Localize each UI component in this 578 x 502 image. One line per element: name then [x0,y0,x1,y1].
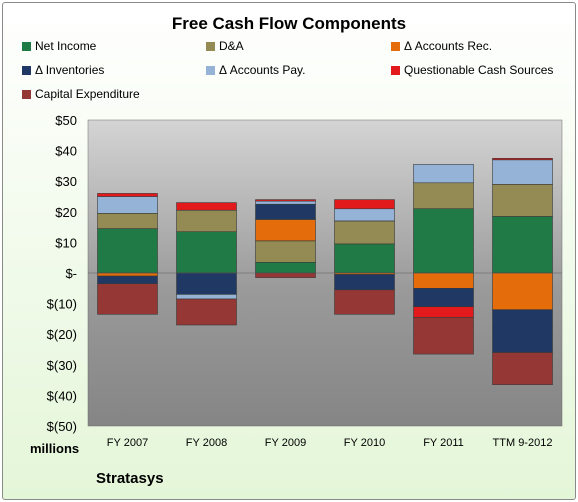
legend-label: Capital Expenditure [35,87,140,101]
company-label: Stratasys [96,470,164,487]
bar-segment [97,272,158,277]
x-tick-label: FY 2011 [423,437,464,449]
legend-label: Net Income [35,39,97,53]
legend-swatch [206,42,215,51]
legend-label: Δ Accounts Pay. [219,63,306,77]
legend-item: Capital Expenditure [22,87,140,101]
y-tick-label: $(10) [47,297,77,312]
bar-segment [334,289,395,315]
bar-segment [413,287,474,307]
bar-segment [334,199,395,210]
bar-segment [97,213,158,229]
x-tick-label: FY 2009 [265,437,306,449]
legend-item: D&A [206,39,244,53]
bar-segment [413,182,474,209]
bar-segment [492,184,553,217]
legend-item: Questionable Cash Sources [391,63,553,77]
bar-segment [413,317,474,355]
bar-segment [176,202,237,211]
bar-segment [255,272,316,278]
bar-segment [413,272,474,289]
bar-segment [413,306,474,318]
legend-label: D&A [219,39,244,53]
bar-segment [255,219,316,242]
bar-segment [492,352,553,386]
y-tick-label: $10 [55,235,77,250]
legend-label: Δ Accounts Rec. [404,39,493,53]
legend-swatch [22,66,31,75]
bar-segment [334,220,395,245]
x-tick-label: FY 2010 [344,437,385,449]
bar-segment [97,196,158,214]
bar-segment [97,283,158,315]
bar-segment [413,208,474,274]
y-tick-label: $40 [55,144,77,159]
bar-segment [334,274,395,291]
bar-segment [176,210,237,233]
bar-segment [176,298,237,326]
legend-label: Δ Inventories [35,63,105,77]
y-tick-label: $- [65,266,77,281]
x-tick-label: FY 2008 [186,437,227,449]
legend-item: Net Income [22,39,96,53]
units-label: millions [30,441,80,456]
bar-segment [255,261,316,274]
y-tick-label: $(40) [47,388,77,403]
bar-segment [492,158,553,161]
bar-segment [176,231,237,274]
legend-swatch [206,66,215,75]
legend-item: Δ Accounts Pay. [206,63,306,77]
bar-segment [255,203,316,220]
y-tick-label: $(20) [47,327,77,342]
bar-segment [492,272,553,311]
bar-segment [176,294,237,300]
y-tick-label: $(50) [47,419,77,434]
bar-segment [492,309,553,353]
bar-segment [97,228,158,274]
y-tick-label: $30 [55,174,77,189]
legend-swatch [391,66,400,75]
x-tick-label: FY 2007 [107,437,148,449]
y-tick-label: $50 [55,113,77,128]
x-tick-label: TTM 9-2012 [493,437,553,449]
bar-segment [176,272,237,295]
bar-segment [255,240,316,263]
bar-segment [334,208,395,222]
bar-segment [413,164,474,184]
legend-label: Questionable Cash Sources [404,63,554,77]
legend-item: Δ Accounts Rec. [391,39,492,53]
legend-swatch [22,90,31,99]
legend-swatch [22,42,31,51]
bar-segment [255,200,316,205]
bar-segment [492,159,553,185]
bar-segment [97,275,158,285]
bar-segment [255,199,316,202]
bar-segment [334,243,395,274]
y-tick-label: $20 [55,205,77,220]
chart-title: Free Cash Flow Components [171,14,407,33]
y-tick-label: $(30) [47,358,77,373]
bar-segment [97,193,158,197]
bar-segment [492,216,553,274]
legend-item: Δ Inventories [22,63,104,77]
legend-swatch [391,42,400,51]
